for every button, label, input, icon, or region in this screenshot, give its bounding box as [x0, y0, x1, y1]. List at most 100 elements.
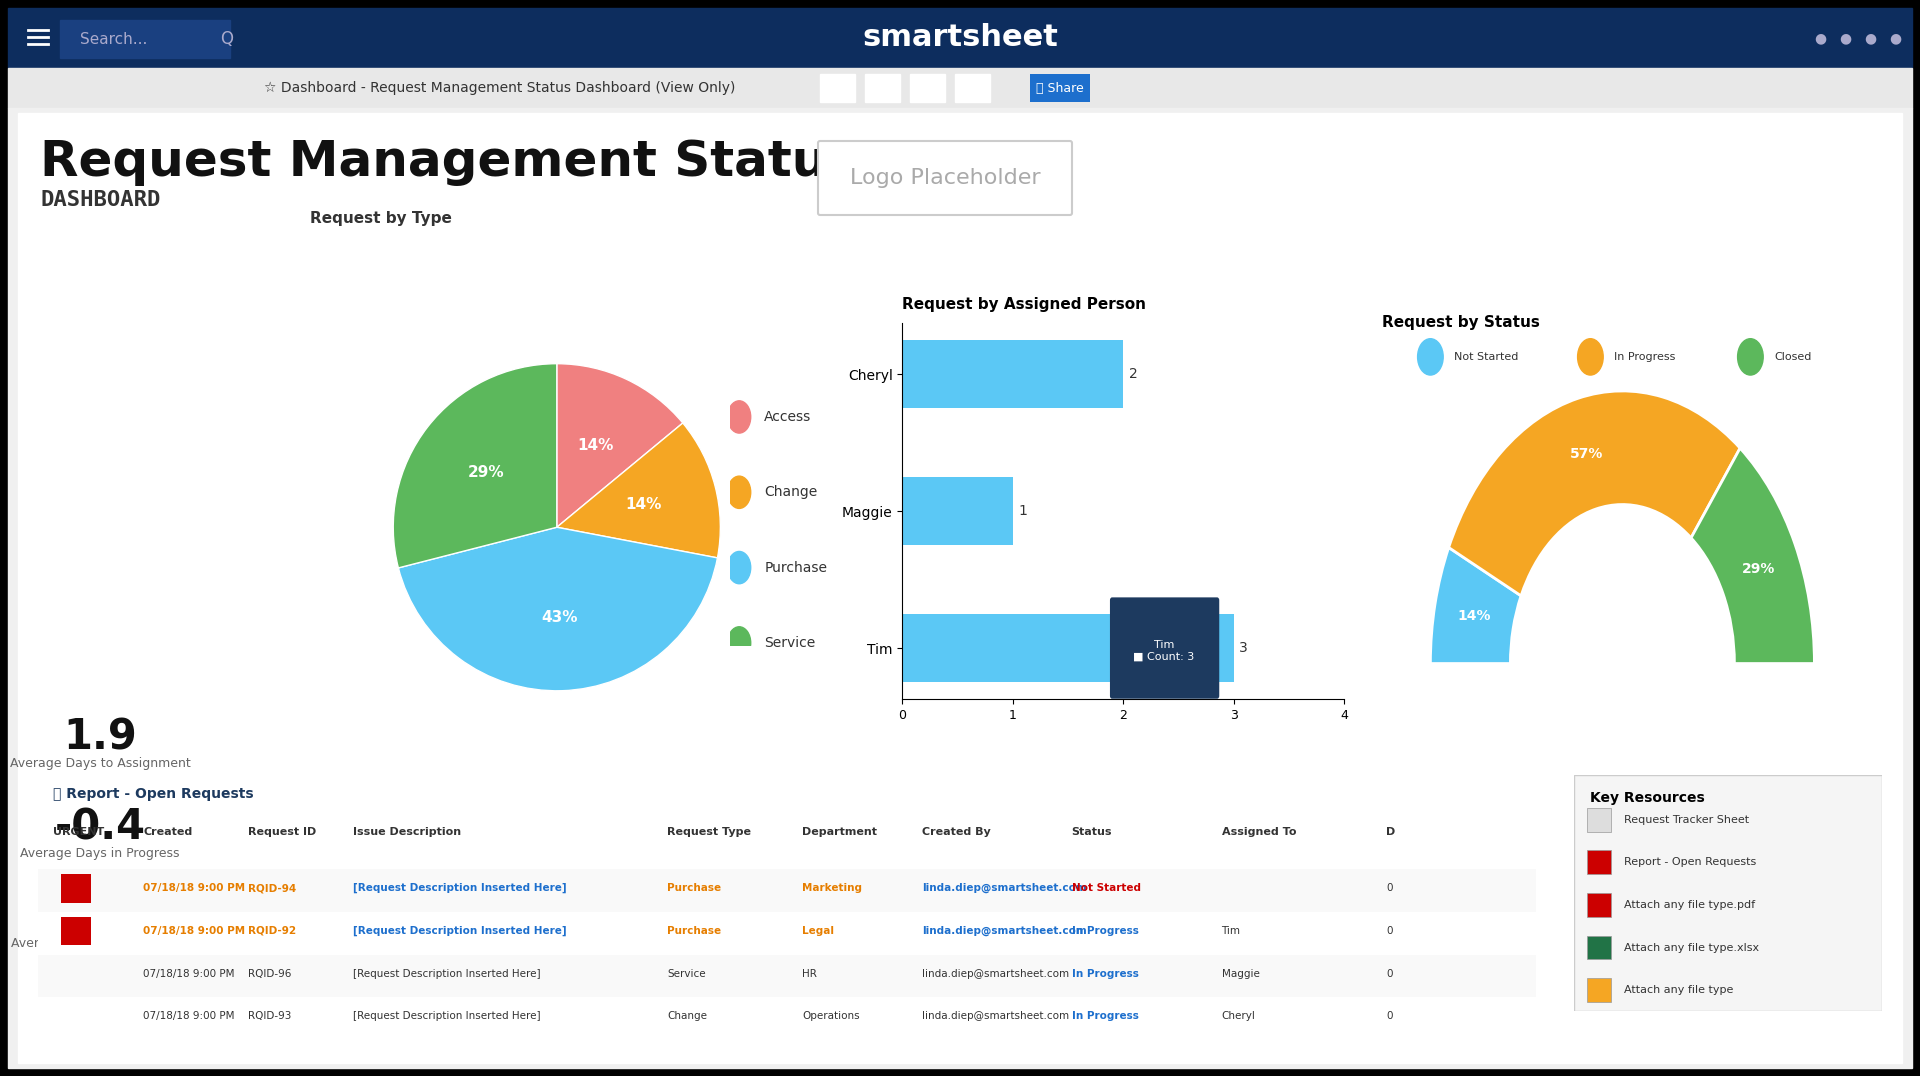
Text: DASHBOARD: DASHBOARD [40, 190, 161, 210]
Text: HR: HR [803, 968, 818, 978]
Text: Purchase: Purchase [668, 926, 722, 936]
Text: Request Type: Request Type [668, 826, 751, 837]
Text: 🔗 Share: 🔗 Share [1037, 82, 1085, 95]
Text: Purchase: Purchase [668, 883, 722, 893]
Text: Request by Assigned Person: Request by Assigned Person [902, 297, 1146, 312]
Text: Average Days to Completion: Average Days to Completion [12, 936, 190, 949]
Text: Cheryl: Cheryl [1221, 1011, 1256, 1021]
Text: linda.diep@smartsheet.com: linda.diep@smartsheet.com [922, 968, 1069, 978]
Text: Closed: Closed [1774, 352, 1812, 362]
Text: 29%: 29% [1741, 562, 1776, 576]
Text: ●: ● [1864, 31, 1876, 45]
Text: 0: 0 [1386, 926, 1392, 936]
Bar [38, 912, 1536, 954]
Text: Status: Status [1071, 826, 1112, 837]
Text: Attach any file type.pdf: Attach any file type.pdf [1624, 900, 1755, 910]
Text: Marketing: Marketing [803, 883, 862, 893]
Bar [902, 613, 1233, 682]
Wedge shape [557, 364, 684, 527]
Bar [902, 477, 1014, 546]
Text: 29%: 29% [467, 465, 505, 480]
Text: In Progress: In Progress [1615, 352, 1676, 362]
Text: [Request Description Inserted Here]: [Request Description Inserted Here] [353, 925, 566, 936]
Bar [1586, 978, 1611, 1002]
Wedge shape [557, 423, 720, 557]
Text: ☆ Dashboard - Request Management Status Dashboard (View Only): ☆ Dashboard - Request Management Status … [265, 81, 735, 95]
Text: ●: ● [1814, 31, 1826, 45]
Bar [820, 74, 854, 102]
Bar [8, 8, 1912, 68]
Bar [38, 997, 1536, 1039]
Text: linda.diep@smartsheet.com: linda.diep@smartsheet.com [922, 883, 1087, 893]
Text: linda.diep@smartsheet.com: linda.diep@smartsheet.com [922, 925, 1087, 936]
Bar [1586, 936, 1611, 960]
Wedge shape [1430, 548, 1521, 664]
Bar [1586, 850, 1611, 874]
Text: In Progress: In Progress [1071, 1011, 1139, 1021]
Text: Assigned To: Assigned To [1221, 826, 1296, 837]
Polygon shape [61, 917, 90, 945]
Circle shape [1578, 339, 1603, 376]
Polygon shape [61, 874, 90, 903]
Text: RQID-94: RQID-94 [248, 883, 296, 893]
Circle shape [1738, 339, 1763, 376]
Text: In Progress: In Progress [1071, 968, 1139, 978]
Text: Report - Open Requests: Report - Open Requests [1624, 858, 1755, 867]
Text: Tim: Tim [1221, 926, 1240, 936]
Bar [17, 113, 1903, 1063]
Text: Not Started: Not Started [1455, 352, 1519, 362]
Wedge shape [397, 527, 718, 691]
Text: 07/18/18 9:00 PM: 07/18/18 9:00 PM [144, 926, 246, 936]
Bar [1029, 74, 1091, 102]
Circle shape [728, 400, 751, 434]
Text: 1: 1 [1018, 504, 1027, 519]
Circle shape [728, 552, 751, 583]
Text: Average Days to Assignment: Average Days to Assignment [10, 756, 190, 769]
Circle shape [1417, 339, 1444, 376]
Text: 1.9: 1.9 [63, 717, 136, 759]
Text: Tim
■ Count: 3: Tim ■ Count: 3 [1133, 640, 1194, 662]
Bar [910, 74, 945, 102]
Bar [8, 108, 1912, 1068]
Text: 43%: 43% [541, 610, 578, 625]
Text: Created: Created [144, 826, 192, 837]
Text: ●: ● [1839, 31, 1851, 45]
Text: linda.diep@smartsheet.com: linda.diep@smartsheet.com [922, 1011, 1069, 1021]
Bar [8, 68, 1912, 108]
Bar [1586, 808, 1611, 832]
Text: [Request Description Inserted Here]: [Request Description Inserted Here] [353, 883, 566, 893]
Bar [954, 74, 991, 102]
Text: [Request Description Inserted Here]: [Request Description Inserted Here] [353, 1011, 541, 1021]
Circle shape [728, 476, 751, 509]
Text: 1.5: 1.5 [63, 897, 136, 939]
Text: In Progress: In Progress [1071, 926, 1139, 936]
Text: Change: Change [668, 1011, 707, 1021]
FancyBboxPatch shape [818, 141, 1071, 215]
Text: Request ID: Request ID [248, 826, 317, 837]
Text: Issue Description: Issue Description [353, 826, 461, 837]
Text: -0.4: -0.4 [54, 807, 146, 849]
Text: Request Management Status: Request Management Status [40, 138, 856, 186]
Bar [38, 954, 1536, 997]
Text: smartsheet: smartsheet [862, 24, 1058, 53]
Bar [60, 20, 230, 58]
Text: Not Started: Not Started [1071, 883, 1140, 893]
Text: 07/18/18 9:00 PM: 07/18/18 9:00 PM [144, 883, 246, 893]
Text: [Request Description Inserted Here]: [Request Description Inserted Here] [353, 968, 541, 978]
Text: 2: 2 [1129, 367, 1137, 381]
Text: Request Tracker Sheet: Request Tracker Sheet [1624, 815, 1749, 824]
Text: Key Resources: Key Resources [1590, 791, 1705, 805]
Text: Request by Type: Request by Type [309, 211, 451, 226]
Bar [866, 74, 900, 102]
FancyBboxPatch shape [1110, 597, 1219, 698]
Text: Purchase: Purchase [764, 561, 828, 575]
Bar [1586, 893, 1611, 917]
Text: D: D [1386, 826, 1396, 837]
Wedge shape [394, 364, 557, 568]
Text: 07/18/18 9:00 PM: 07/18/18 9:00 PM [144, 968, 234, 978]
Text: ●: ● [1889, 31, 1901, 45]
Text: Created By: Created By [922, 826, 991, 837]
Text: Q: Q [221, 30, 232, 48]
Text: Attach any file type: Attach any file type [1624, 986, 1734, 995]
Text: Logo Placeholder: Logo Placeholder [851, 168, 1041, 188]
